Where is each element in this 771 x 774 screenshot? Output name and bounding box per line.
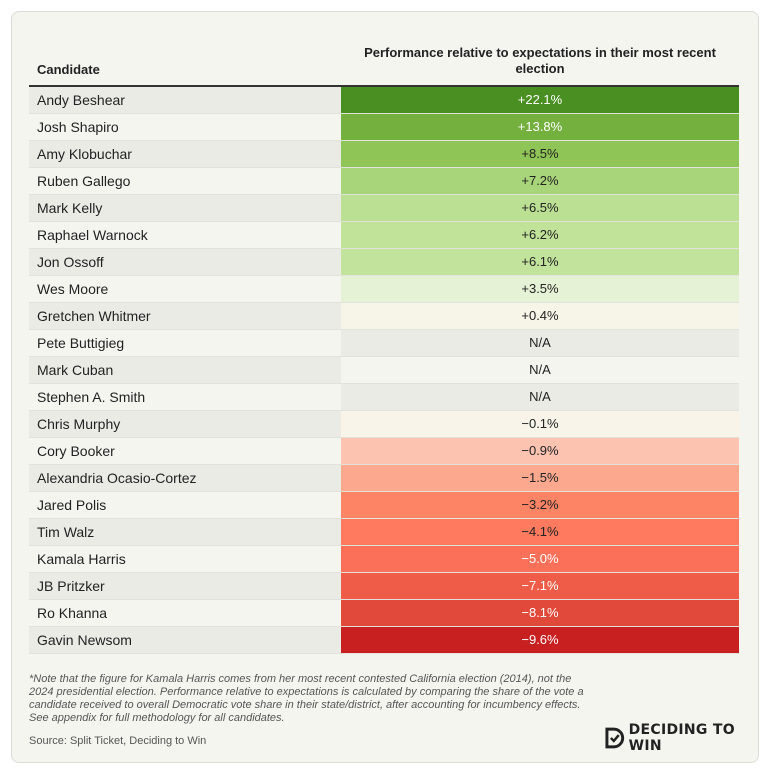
candidate-name: Josh Shapiro bbox=[37, 119, 119, 135]
performance-value: +6.1% bbox=[341, 249, 739, 275]
table-row: Ruben Gallego +7.2% bbox=[29, 168, 739, 195]
table-row: Alexandria Ocasio-Cortez −1.5% bbox=[29, 465, 739, 492]
candidate-name: Pete Buttigieg bbox=[37, 335, 125, 351]
table-row: JB Pritzker −7.1% bbox=[29, 573, 739, 600]
table-header: Candidate Performance relative to expect… bbox=[29, 41, 739, 87]
performance-value: −3.2% bbox=[341, 492, 739, 518]
candidate-name: Amy Klobuchar bbox=[29, 141, 341, 167]
table-row: Wes Moore +3.5% bbox=[29, 276, 739, 303]
candidate-name: Cory Booker bbox=[37, 443, 115, 459]
candidate-name: Mark Cuban bbox=[29, 357, 341, 383]
candidate-name: Ruben Gallego bbox=[37, 173, 131, 189]
table-row: Chris Murphy −0.1% bbox=[29, 411, 739, 438]
candidate-name: Kamala Harris bbox=[37, 551, 126, 567]
performance-value: N/A bbox=[341, 357, 739, 383]
candidate-name: Alexandria Ocasio-Cortez bbox=[29, 465, 341, 491]
performance-value: −0.1% bbox=[341, 411, 739, 437]
table-row: Raphael Warnock +6.2% bbox=[29, 222, 739, 249]
candidate-name: Andy Beshear bbox=[29, 87, 341, 113]
column-header-performance: Performance relative to expectations in … bbox=[364, 45, 716, 76]
candidate-name: Gavin Newsom bbox=[29, 627, 341, 653]
candidate-name: Gretchen Whitmer bbox=[29, 303, 341, 329]
source-line: Source: Split Ticket, Deciding to Win bbox=[29, 735, 207, 747]
candidate-name: Jon Ossoff bbox=[29, 249, 341, 275]
performance-value: −4.1% bbox=[341, 519, 739, 545]
table-row: Ro Khanna −8.1% bbox=[29, 600, 739, 627]
table-row: Mark Kelly +6.5% bbox=[29, 195, 739, 222]
performance-value: +6.5% bbox=[341, 195, 739, 221]
table-row: Pete Buttigieg N/A bbox=[29, 330, 739, 357]
table-row: Andy Beshear +22.1% bbox=[29, 87, 739, 114]
table-row: Jon Ossoff +6.1% bbox=[29, 249, 739, 276]
candidate-name: Stephen A. Smith bbox=[37, 389, 146, 405]
table-row: Gavin Newsom −9.6% bbox=[29, 627, 739, 654]
table-row: Tim Walz −4.1% bbox=[29, 519, 739, 546]
candidate-name: Mark Kelly bbox=[29, 195, 341, 221]
performance-value: +7.2% bbox=[341, 168, 739, 194]
table-row: Gretchen Whitmer +0.4% bbox=[29, 303, 739, 330]
table-body: Andy Beshear +22.1% Josh Shapiro +13.8% Amy … bbox=[29, 87, 739, 654]
performance-value: N/A bbox=[341, 384, 739, 410]
candidate-name: Wes Moore bbox=[37, 281, 109, 297]
logo-text: DECIDING TO WIN bbox=[628, 722, 735, 754]
table-row: Cory Booker −0.9% bbox=[29, 438, 739, 465]
footnote: *Note that the figure for Kamala Harris … bbox=[29, 673, 584, 724]
performance-value: +8.5% bbox=[341, 141, 739, 167]
deciding-to-win-logo: DECIDING TO WIN bbox=[603, 722, 771, 754]
performance-value: +22.1% bbox=[341, 87, 739, 113]
performance-value: +0.4% bbox=[341, 303, 739, 329]
performance-value: N/A bbox=[341, 330, 739, 356]
table-row: Kamala Harris −5.0% bbox=[29, 546, 739, 573]
candidate-name: Chris Murphy bbox=[29, 411, 341, 437]
table-row: Stephen A. Smith N/A bbox=[29, 384, 739, 411]
candidate-name: Jared Polis bbox=[37, 497, 107, 513]
table-row: Amy Klobuchar +8.5% bbox=[29, 141, 739, 168]
table-row: Mark Cuban N/A bbox=[29, 357, 739, 384]
column-header-candidate: Candidate bbox=[37, 62, 100, 77]
table-row: Jared Polis −3.2% bbox=[29, 492, 739, 519]
performance-value: −7.1% bbox=[341, 573, 739, 599]
candidate-name: Raphael Warnock bbox=[37, 227, 148, 243]
candidate-name: Ro Khanna bbox=[37, 605, 108, 621]
table-row: Josh Shapiro +13.8% bbox=[29, 114, 739, 141]
performance-value: +13.8% bbox=[341, 114, 739, 140]
performance-value: −0.9% bbox=[341, 438, 739, 464]
performance-value: −8.1% bbox=[341, 600, 739, 626]
performance-table: Candidate Performance relative to expect… bbox=[29, 41, 739, 654]
performance-value: +3.5% bbox=[341, 276, 739, 302]
performance-value: −5.0% bbox=[341, 546, 739, 572]
performance-value: −1.5% bbox=[341, 465, 739, 491]
candidate-name: Tim Walz bbox=[29, 519, 341, 545]
candidate-name: JB Pritzker bbox=[29, 573, 341, 599]
performance-value: −9.6% bbox=[341, 627, 739, 653]
deciding-to-win-logo-icon bbox=[605, 727, 625, 749]
performance-value: +6.2% bbox=[341, 222, 739, 248]
